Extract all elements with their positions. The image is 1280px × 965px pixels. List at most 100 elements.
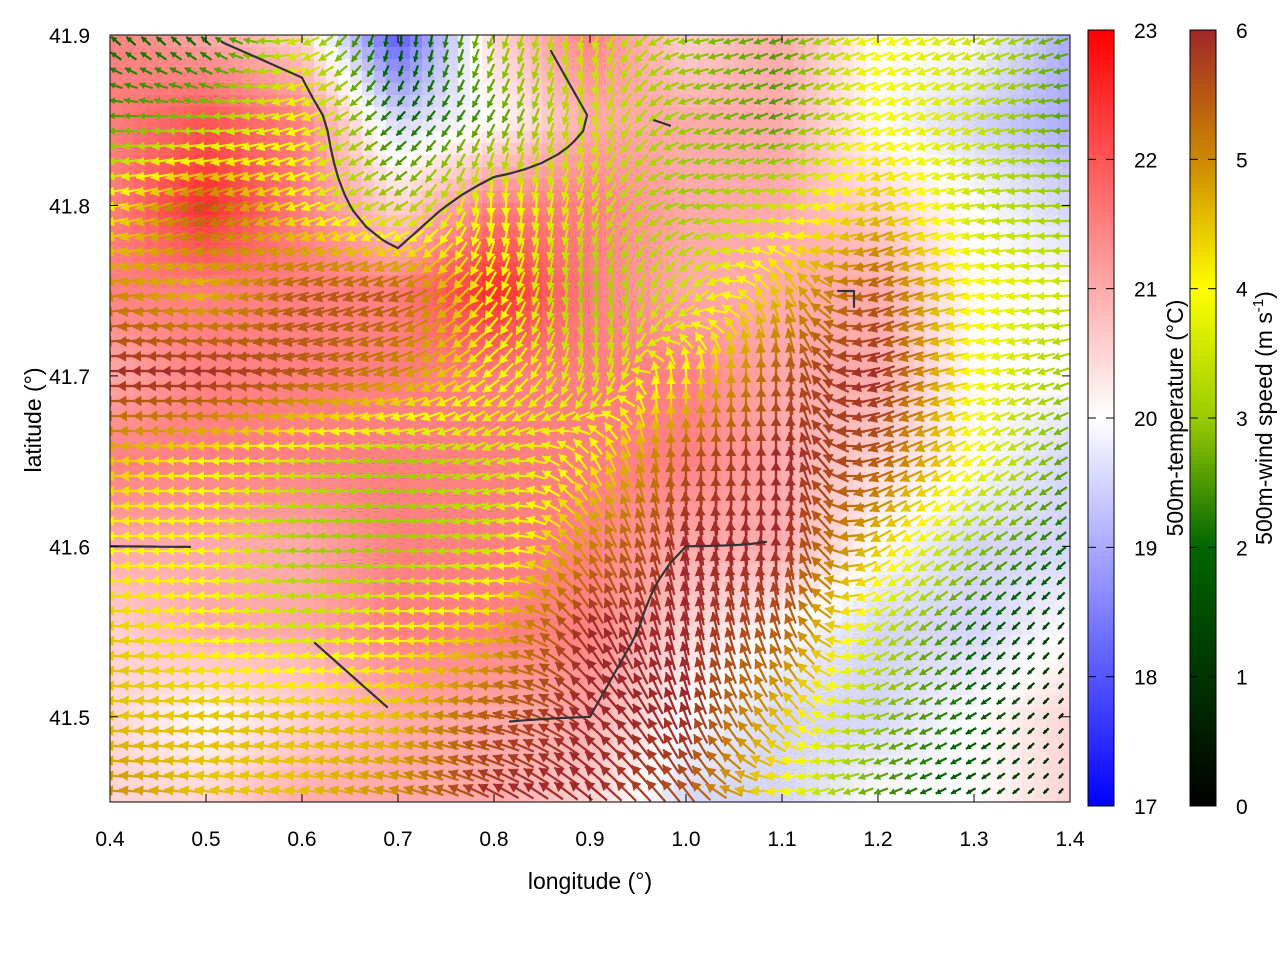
heatmap-cell bbox=[158, 71, 171, 84]
heatmap-cell bbox=[446, 83, 459, 96]
heatmap-cell bbox=[242, 71, 255, 84]
heatmap-cell bbox=[1046, 635, 1059, 648]
heatmap-cell bbox=[398, 491, 411, 504]
heatmap-cell bbox=[314, 611, 327, 624]
heatmap-cell bbox=[122, 131, 135, 144]
heatmap-cell bbox=[1058, 719, 1070, 732]
heatmap-cell bbox=[218, 491, 231, 504]
heatmap-cell bbox=[242, 59, 255, 72]
heatmap-cell bbox=[566, 59, 579, 72]
heatmap-cell bbox=[554, 47, 567, 60]
heatmap-cell bbox=[1058, 179, 1070, 192]
heatmap-cell bbox=[122, 119, 135, 132]
heatmap-cell bbox=[1034, 683, 1047, 696]
heatmap-cell bbox=[398, 611, 411, 624]
heatmap-cell bbox=[746, 95, 759, 108]
heatmap-cell bbox=[398, 587, 411, 600]
heatmap-cell bbox=[218, 551, 231, 564]
heatmap-cell bbox=[986, 575, 999, 588]
heatmap-cell bbox=[506, 95, 519, 108]
heatmap-cell bbox=[1022, 131, 1035, 144]
heatmap-cell bbox=[722, 59, 735, 72]
heatmap-cell bbox=[986, 59, 999, 72]
heatmap-cell bbox=[1046, 551, 1059, 564]
heatmap-cell bbox=[1022, 635, 1035, 648]
heatmap-cell bbox=[674, 239, 687, 252]
heatmap-cell bbox=[998, 623, 1011, 636]
heatmap-cell bbox=[818, 71, 831, 84]
heatmap-cell bbox=[386, 131, 399, 144]
heatmap-cell bbox=[398, 551, 411, 564]
heatmap-cell bbox=[686, 35, 699, 48]
heatmap-cell bbox=[386, 47, 399, 60]
heatmap-cell bbox=[386, 143, 399, 156]
heatmap-cell bbox=[338, 59, 351, 72]
heatmap-cell bbox=[362, 119, 375, 132]
heatmap-cell bbox=[506, 83, 519, 96]
heatmap-cell bbox=[998, 131, 1011, 144]
heatmap-cell bbox=[1046, 671, 1059, 684]
heatmap-cell bbox=[686, 59, 699, 72]
heatmap-cell bbox=[890, 119, 903, 132]
heatmap-cell bbox=[218, 131, 231, 144]
heatmap-cell bbox=[386, 71, 399, 84]
heatmap-cell bbox=[254, 551, 267, 564]
heatmap-cell bbox=[314, 527, 327, 540]
heatmap-cell bbox=[1022, 59, 1035, 72]
heatmap-cell bbox=[398, 95, 411, 108]
heatmap-cell bbox=[170, 71, 183, 84]
heatmap-cell bbox=[242, 119, 255, 132]
heatmap-cell bbox=[398, 539, 411, 552]
heatmap-cell bbox=[1046, 131, 1059, 144]
heatmap-cell bbox=[1046, 695, 1059, 708]
heatmap-cell bbox=[158, 587, 171, 600]
heatmap-cell bbox=[206, 71, 219, 84]
heatmap-cell bbox=[746, 59, 759, 72]
heatmap-cell bbox=[1058, 287, 1070, 300]
heatmap-cell bbox=[986, 119, 999, 132]
heatmap-cell bbox=[1046, 575, 1059, 588]
heatmap-cell bbox=[218, 59, 231, 72]
heatmap-cell bbox=[110, 71, 123, 84]
heatmap-cell bbox=[506, 59, 519, 72]
heatmap-cell bbox=[974, 743, 987, 756]
heatmap-cell bbox=[374, 551, 387, 564]
heatmap-cell bbox=[206, 47, 219, 60]
heatmap-cell bbox=[986, 695, 999, 708]
heatmap-cell bbox=[686, 119, 699, 132]
heatmap-cell bbox=[410, 59, 423, 72]
heatmap-cell bbox=[1022, 119, 1035, 132]
heatmap-cell bbox=[218, 611, 231, 624]
heatmap-cell bbox=[1046, 35, 1059, 48]
heatmap-cell bbox=[278, 467, 291, 480]
heatmap-cell bbox=[218, 119, 231, 132]
heatmap-cell bbox=[914, 659, 927, 672]
heatmap-cell bbox=[218, 671, 231, 684]
heatmap-cell bbox=[218, 467, 231, 480]
heatmap-cell bbox=[218, 587, 231, 600]
heatmap-cell bbox=[338, 587, 351, 600]
heatmap-cell bbox=[374, 35, 387, 48]
heatmap-cell bbox=[338, 131, 351, 144]
heatmap-cell bbox=[338, 551, 351, 564]
heatmap-cell bbox=[1058, 599, 1070, 612]
heatmap-cell bbox=[1058, 59, 1070, 72]
heatmap-cell bbox=[122, 71, 135, 84]
heatmap-cell bbox=[806, 59, 819, 72]
heatmap-cell bbox=[722, 119, 735, 132]
heatmap-cell bbox=[638, 119, 651, 132]
heatmap-cell bbox=[506, 143, 519, 156]
heatmap-cell bbox=[998, 71, 1011, 84]
heatmap-cell bbox=[1058, 683, 1070, 696]
heatmap-cell bbox=[1058, 311, 1070, 324]
heatmap-cell bbox=[134, 71, 147, 84]
heatmap-cell bbox=[986, 671, 999, 684]
heatmap-cell bbox=[314, 491, 327, 504]
heatmap-cell bbox=[566, 47, 579, 60]
heatmap-cell bbox=[986, 131, 999, 144]
heatmap-cell bbox=[278, 611, 291, 624]
heatmap-cell bbox=[278, 551, 291, 564]
heatmap-cell bbox=[638, 59, 651, 72]
heatmap-cell bbox=[1034, 659, 1047, 672]
